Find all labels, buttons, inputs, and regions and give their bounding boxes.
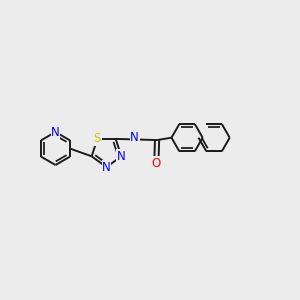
Text: H: H [132, 133, 140, 143]
Text: O: O [152, 157, 161, 170]
Text: N: N [130, 131, 139, 144]
Text: N: N [117, 150, 126, 163]
Text: N: N [102, 160, 111, 174]
Text: S: S [94, 132, 101, 146]
Text: N: N [51, 125, 60, 139]
